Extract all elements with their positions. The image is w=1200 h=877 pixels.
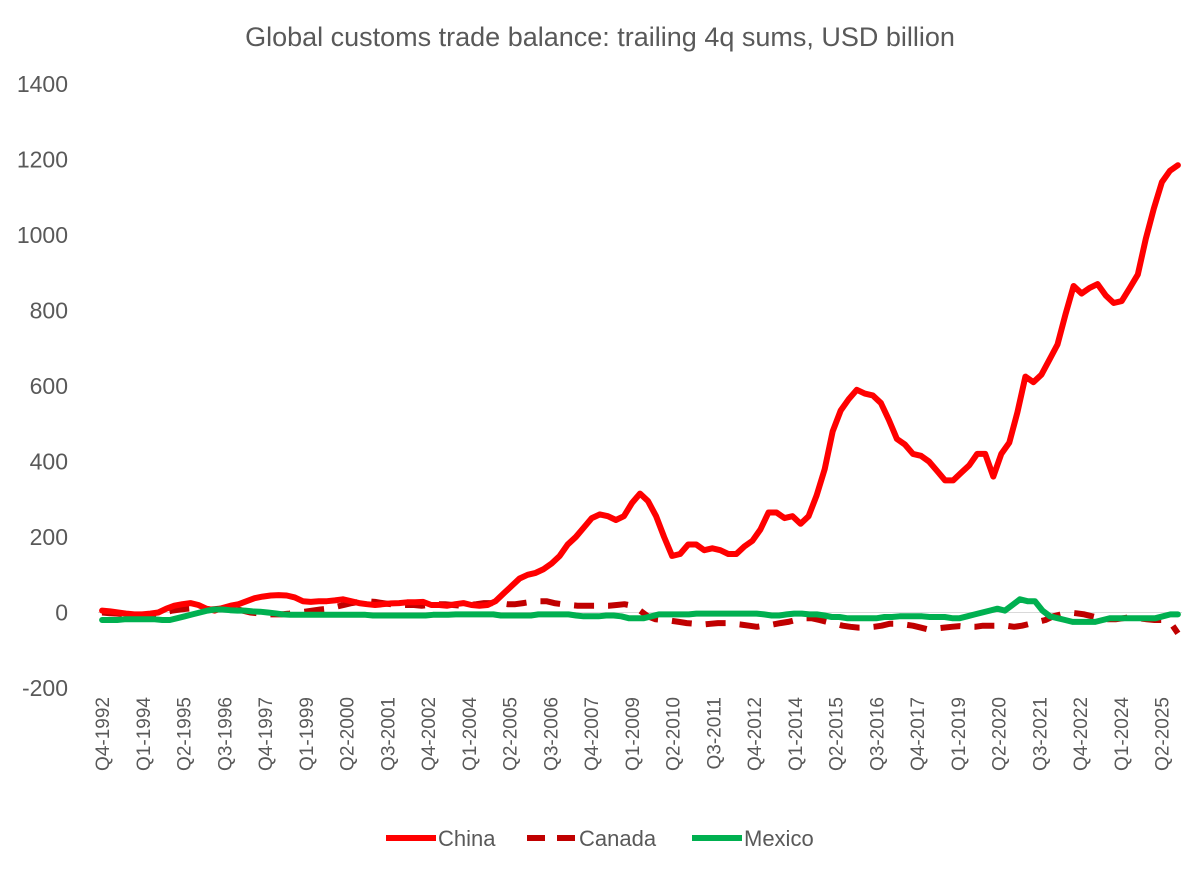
x-tick-label: Q2-2000 (338, 697, 359, 771)
legend: China Canada Mexico (386, 826, 814, 851)
chart-title: Global customs trade balance: trailing 4… (245, 22, 955, 52)
y-tick-label: 1000 (17, 222, 68, 248)
x-tick-label: Q2-1995 (175, 697, 196, 771)
x-tick-label: Q2-2005 (501, 697, 522, 771)
x-tick-label: Q3-2001 (378, 697, 399, 771)
x-tick-label: Q4-1992 (93, 697, 114, 771)
x-tick-label: Q3-2011 (704, 697, 725, 770)
y-tick-label: 200 (30, 524, 68, 550)
legend-label-mexico: Mexico (744, 826, 814, 851)
x-tick-label: Q4-2012 (745, 697, 766, 771)
legend-label-china: China (438, 826, 496, 851)
y-tick-label: -200 (22, 675, 68, 701)
y-tick-label: 0 (55, 600, 68, 626)
y-tick-label: 1400 (17, 71, 68, 97)
x-axis: Q4-1992 Q1-1994 Q2-1995 Q3-1996 Q4-1997 Q1-19… (93, 697, 1174, 771)
x-tick-label: Q4-2017 (908, 697, 929, 771)
x-tick-label: Q2-2020 (990, 697, 1011, 771)
x-tick-label: Q4-2022 (1071, 697, 1092, 771)
legend-label-canada: Canada (579, 826, 657, 851)
y-tick-label: 800 (30, 298, 68, 324)
x-tick-label: Q3-2021 (1030, 697, 1051, 771)
x-tick-label: Q4-2002 (419, 697, 440, 771)
y-axis: -200 0 200 400 600 800 1000 1200 1400 (17, 71, 68, 701)
x-tick-label: Q1-1994 (134, 697, 155, 771)
x-tick-label: Q1-2004 (460, 697, 481, 771)
x-tick-label: Q1-1999 (297, 697, 318, 771)
y-tick-label: 400 (30, 449, 68, 475)
series-lines (99, 162, 1181, 635)
y-tick-label: 600 (30, 373, 68, 399)
x-tick-label: Q3-2016 (867, 697, 888, 771)
x-tick-label: Q1-2019 (949, 697, 970, 771)
x-tick-label: Q3-2006 (541, 697, 562, 771)
series-line-mexico (99, 596, 1181, 625)
x-tick-label: Q1-2014 (786, 697, 807, 771)
series-line-china (99, 162, 1181, 618)
x-tick-label: Q1-2009 (623, 697, 644, 771)
x-tick-label: Q2-2010 (664, 697, 685, 771)
x-tick-label: Q3-1996 (215, 697, 236, 771)
x-tick-label: Q4-1997 (256, 697, 277, 771)
y-tick-label: 1200 (17, 147, 68, 173)
x-tick-label: Q2-2015 (827, 697, 848, 771)
x-tick-label: Q1-2024 (1112, 697, 1133, 771)
x-tick-label: Q4-2007 (582, 697, 603, 771)
x-tick-label: Q2-2025 (1153, 697, 1174, 771)
